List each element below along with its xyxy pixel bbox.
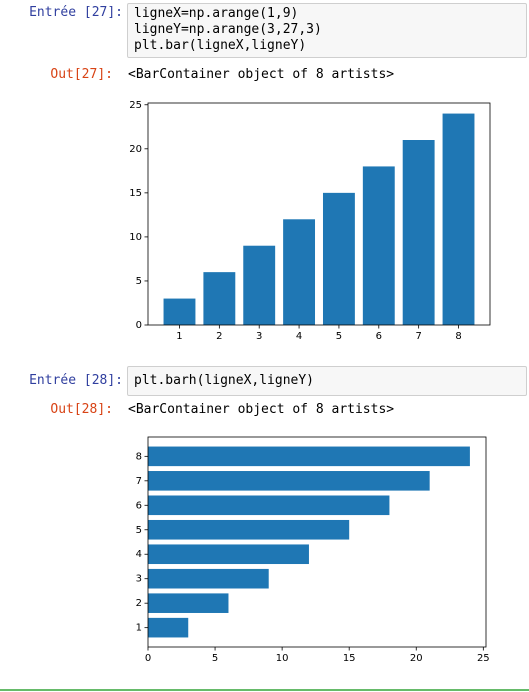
bar (362, 166, 395, 325)
bar (148, 568, 269, 589)
cell-separator (0, 689, 529, 691)
output-prompt: Out[27]: (50, 67, 113, 82)
x-tick-label: 3 (256, 331, 262, 342)
x-tick-label: 1 (176, 331, 182, 342)
code-line: plt.barh(ligneX,ligneY) (134, 373, 315, 388)
y-tick-label: 4 (136, 549, 142, 560)
y-tick-label: 6 (136, 500, 142, 511)
x-tick-label: 5 (212, 653, 218, 664)
x-tick-label: 5 (336, 331, 342, 342)
bar (163, 298, 196, 325)
bar (148, 495, 390, 516)
bar (148, 471, 430, 491)
code-line: plt.bar(ligneX,ligneY) (134, 38, 307, 53)
x-tick-label: 20 (410, 653, 423, 664)
y-tick-label: 15 (129, 188, 142, 199)
y-tick-label: 25 (129, 100, 142, 111)
y-tick-label: 20 (129, 144, 142, 155)
y-tick-label: 5 (136, 525, 142, 536)
bar (402, 140, 435, 325)
bar (148, 593, 229, 613)
bar (283, 219, 316, 325)
x-tick-label: 25 (477, 653, 490, 664)
bar (243, 245, 276, 325)
x-tick-label: 7 (415, 331, 421, 342)
input-prompt: Entrée [27]: (29, 5, 123, 20)
y-tick-label: 3 (136, 574, 142, 585)
output-text: <BarContainer object of 8 artists> (128, 402, 395, 417)
x-tick-label: 4 (296, 331, 302, 342)
y-tick-label: 1 (136, 623, 142, 634)
bar (148, 519, 350, 540)
y-tick-label: 5 (136, 276, 142, 287)
axes-frame (147, 436, 487, 648)
bar (203, 272, 236, 325)
y-tick-label: 8 (136, 451, 142, 462)
x-tick-label: 8 (455, 331, 461, 342)
x-tick-label: 15 (343, 653, 356, 664)
bar (322, 192, 355, 325)
y-tick-label: 2 (136, 598, 142, 609)
code-line: ligneX=np.arange(1,9) (134, 6, 299, 21)
y-tick-label: 7 (136, 476, 142, 487)
x-tick-label: 2 (216, 331, 222, 342)
x-tick-label: 6 (376, 331, 382, 342)
input-prompt: Entrée [28]: (29, 373, 123, 388)
y-tick-label: 10 (129, 232, 142, 243)
bar (148, 544, 309, 565)
code-line: ligneY=np.arange(3,27,3) (134, 22, 322, 37)
output-text: <BarContainer object of 8 artists> (128, 67, 395, 82)
axes-frame (147, 102, 491, 326)
y-tick-label: 0 (136, 320, 142, 331)
bar (148, 617, 189, 638)
code-cell[interactable]: plt.barh(ligneX,ligneY) (127, 366, 527, 396)
x-tick-label: 10 (276, 653, 289, 664)
code-cell[interactable]: ligneX=np.arange(1,9) ligneY=np.arange(3… (127, 3, 527, 58)
x-tick-label: 0 (145, 653, 151, 664)
bar (442, 113, 475, 325)
bar (148, 446, 470, 467)
output-prompt: Out[28]: (50, 402, 113, 417)
